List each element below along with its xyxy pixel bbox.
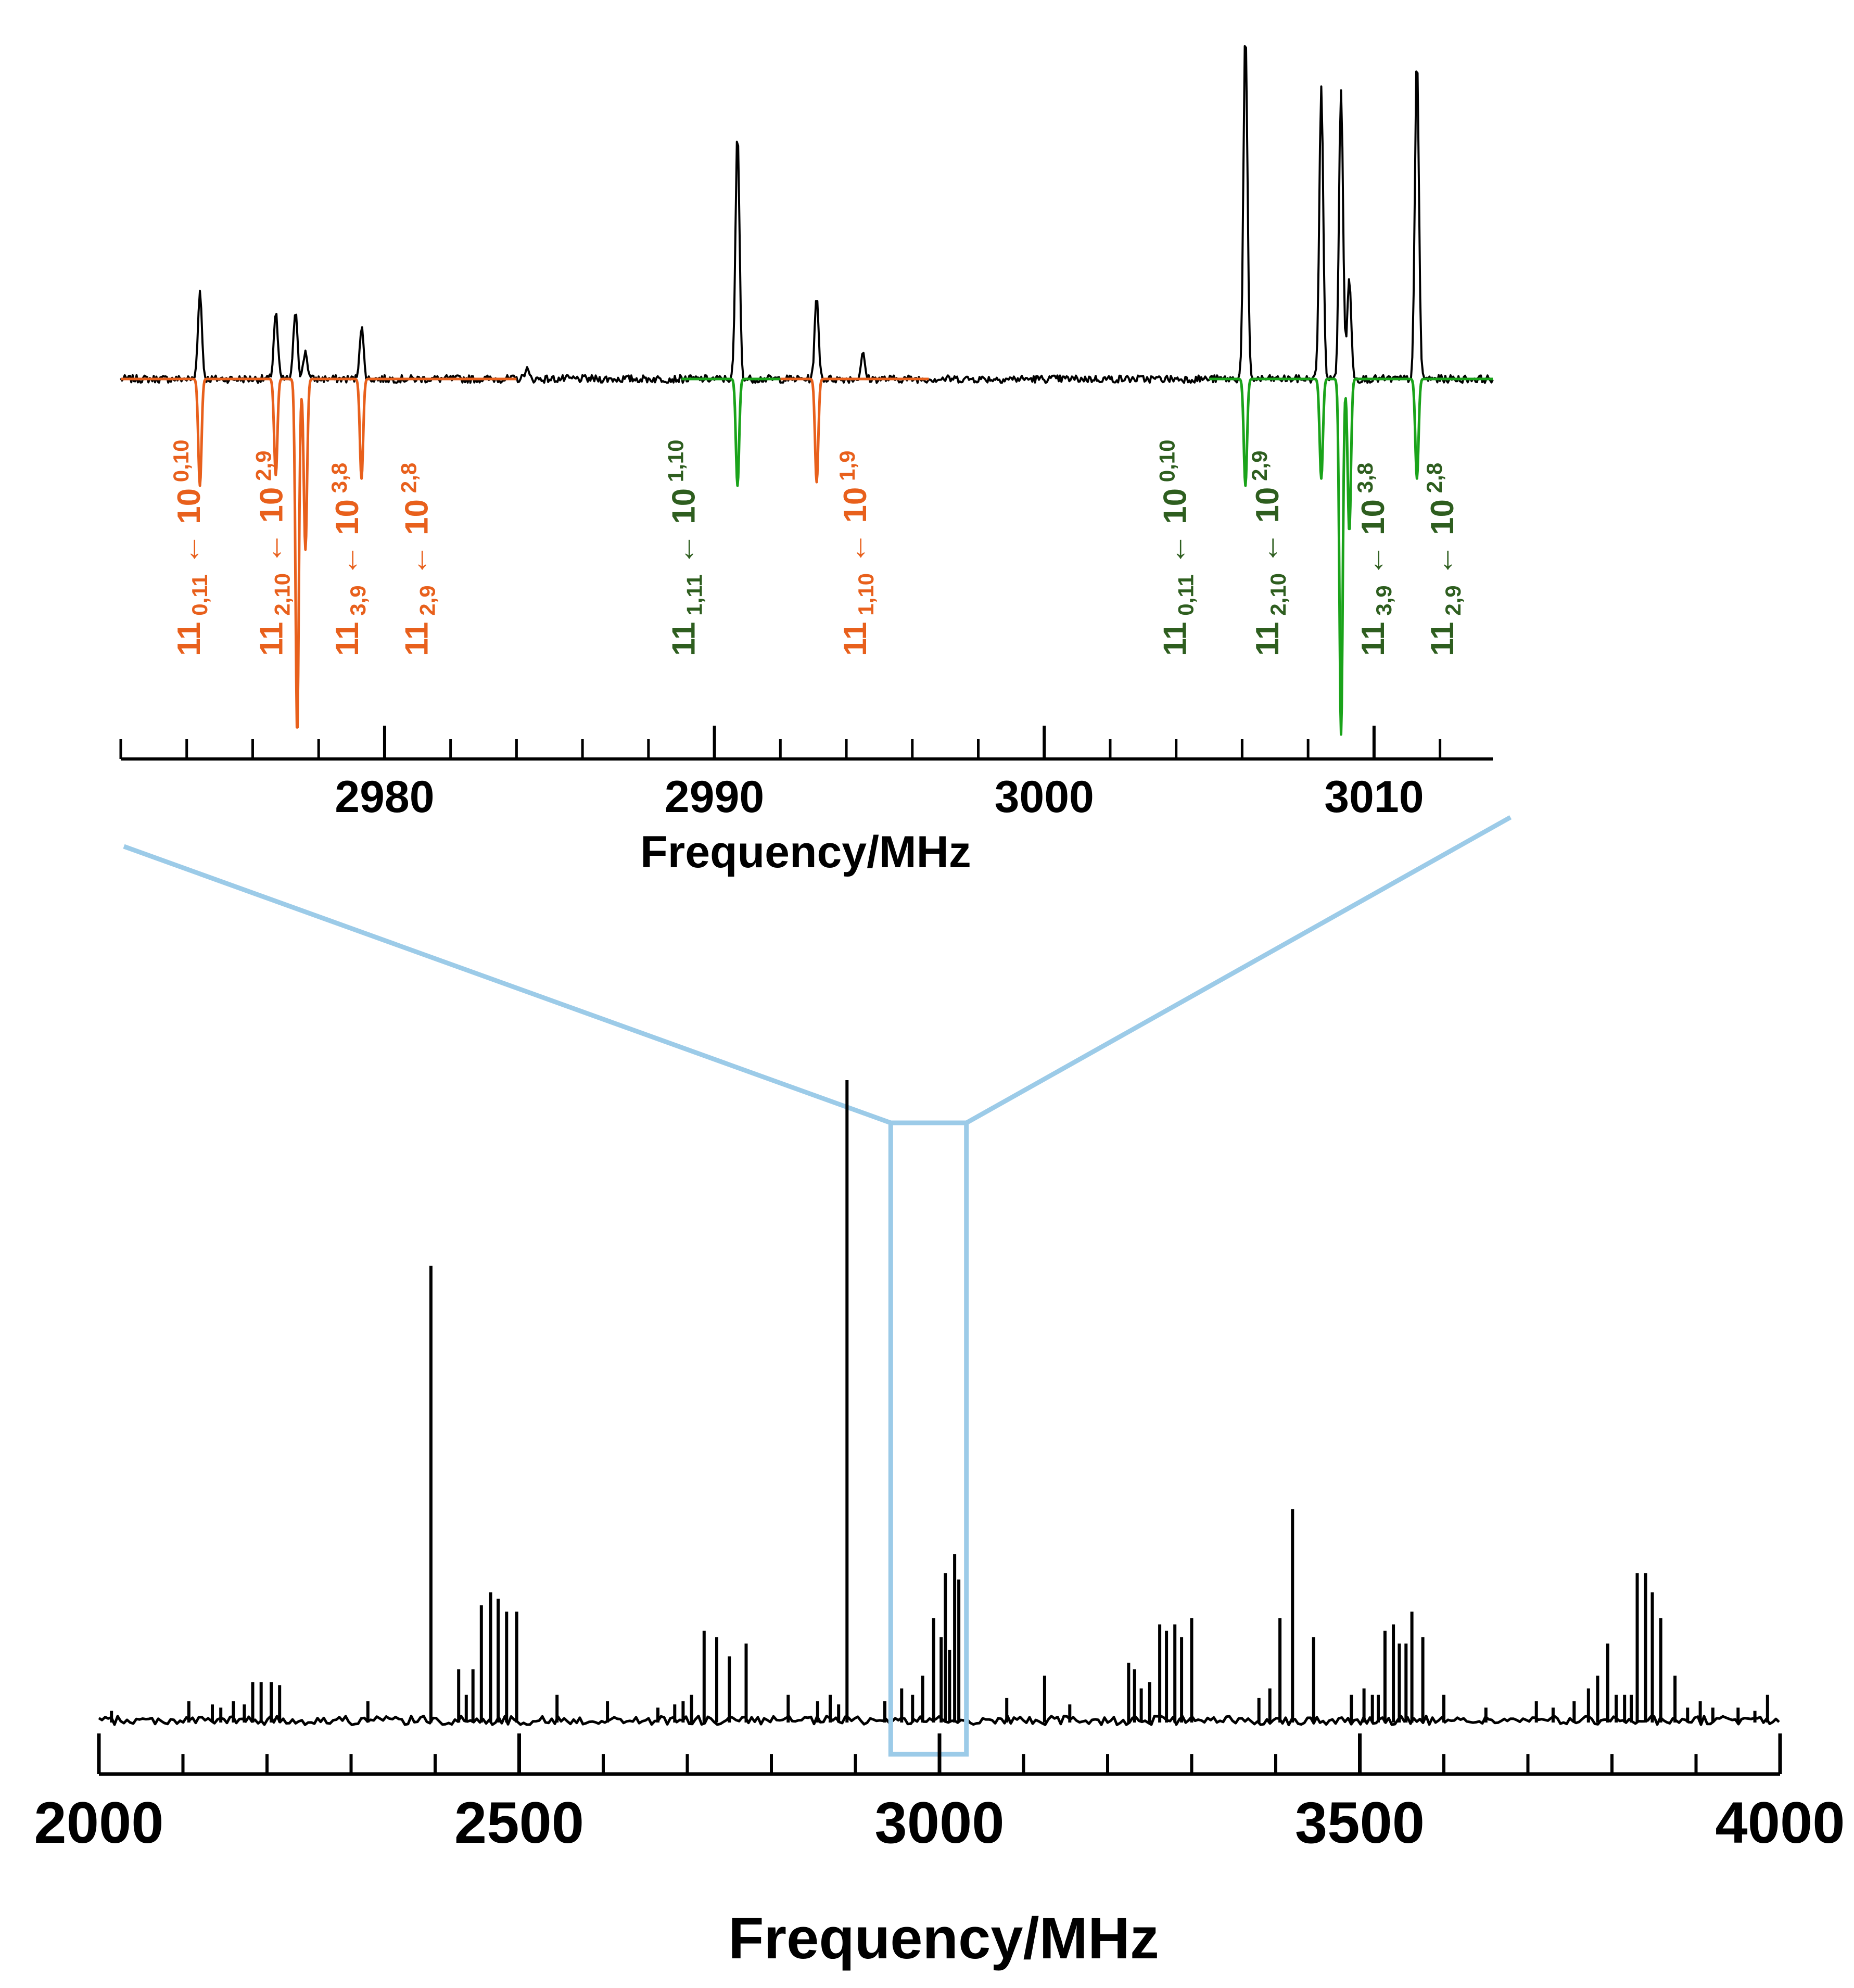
transition-label: 11 1,11 ← 10 1,10: [664, 440, 707, 656]
transition-label: 11 0,11 ← 10 0,10: [1155, 440, 1198, 656]
simulation-segment: [1208, 377, 1494, 736]
overview-x-ticks: 2000 2500 3000 3500 4000: [34, 1733, 1845, 1855]
overview-observed-trace: [98, 1714, 1780, 1727]
zoom-transition-labels: 11 0,11 ← 10 0,10 11 2,10 ← 10 2,9 11 3,9 …: [169, 440, 1465, 656]
tick-label: 2000: [34, 1790, 163, 1855]
overview-peaks: [110, 1080, 1769, 1723]
zoom-connector-right: [965, 815, 1512, 1125]
zoom-connector: [123, 815, 1512, 1125]
transition-label: 11 2,10 ← 10 2,9: [251, 451, 295, 656]
tick-label: 3000: [995, 772, 1094, 822]
zoom-window-box: [888, 1120, 969, 1757]
overview-panel: 2000 2500 3000 3500 4000 Frequency/MHz: [34, 1080, 1845, 1971]
tick-label: 2500: [454, 1790, 584, 1855]
zoom-species-b-simulation: [681, 377, 1494, 736]
zoom-observed-trace: [120, 45, 1494, 384]
transition-label: 11 0,11 ← 10 0,10: [169, 440, 212, 656]
overview-x-axis-title: Frequency/MHz: [728, 1906, 1159, 1971]
transition-label: 11 3,9 ← 10 3,8: [327, 463, 370, 656]
simulation-segment: [120, 377, 517, 729]
tick-label: 3010: [1324, 772, 1424, 822]
transition-label: 11 2,9 ← 10 2,8: [396, 463, 439, 656]
transition-label: 11 3,9 ← 10 3,8: [1353, 463, 1396, 656]
tick-label: 2980: [335, 772, 434, 822]
zoom-connector-left: [123, 844, 892, 1125]
zoom-x-axis-title: Frequency/MHz: [640, 827, 971, 877]
tick-label: 3000: [874, 1790, 1004, 1855]
simulation-segment: [681, 377, 781, 487]
tick-label: 4000: [1715, 1790, 1845, 1855]
transition-label: 11 2,10 ← 10 2,9: [1247, 451, 1290, 656]
zoom-x-ticks: 2980 2990 3000 3010: [119, 726, 1442, 822]
zoom-species-a-simulation: [120, 377, 930, 729]
zoom-panel: 11 0,11 ← 10 0,10 11 2,10 ← 10 2,9 11 3,9 …: [119, 45, 1494, 877]
transition-label: 11 2,9 ← 10 2,8: [1422, 463, 1465, 656]
simulation-segment: [780, 377, 930, 484]
tick-label: 2990: [665, 772, 764, 822]
transition-label: 11 1,10 ← 10 1,9: [835, 451, 878, 656]
tick-label: 3500: [1295, 1790, 1425, 1855]
